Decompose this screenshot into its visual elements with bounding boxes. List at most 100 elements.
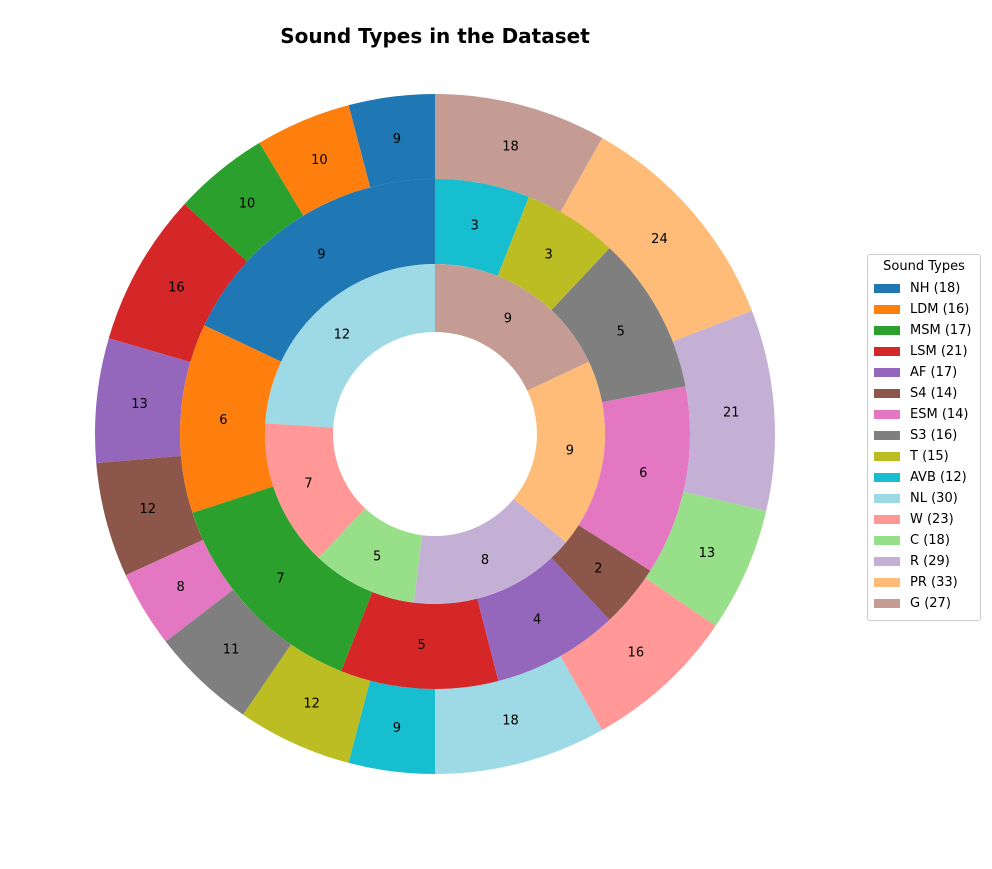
wedge-label-outer-lsm: 16 — [168, 280, 185, 295]
legend-item-nl: NL (30) — [868, 488, 980, 509]
legend-label: PR (33) — [910, 575, 958, 590]
wedge-label-outer-g: 18 — [502, 139, 519, 154]
wedge-label-middle-avb: 3 — [471, 218, 479, 233]
wedge-label-inner-c: 5 — [373, 550, 381, 565]
wedge-outer-ldm — [259, 105, 371, 216]
legend-swatch — [874, 410, 900, 419]
legend-label: LSM (21) — [910, 344, 968, 359]
legend-item-lsm: LSM (21) — [868, 341, 980, 362]
wedge-outer-pr — [560, 137, 752, 342]
wedge-label-outer-s3: 11 — [223, 642, 240, 657]
wedge-middle-lsm — [341, 592, 499, 689]
legend-item-s3: S3 (16) — [868, 425, 980, 446]
wedge-label-outer-t: 12 — [303, 697, 320, 712]
wedge-outer-s4 — [96, 455, 204, 576]
wedge-label-outer-pr: 24 — [651, 232, 668, 247]
wedge-middle-s4 — [551, 525, 651, 620]
legend-item-ldm: LDM (16) — [868, 299, 980, 320]
legend-swatch — [874, 515, 900, 524]
wedge-outer-g — [435, 94, 603, 212]
legend-item-w: W (23) — [868, 509, 980, 530]
wedge-label-outer-msm: 10 — [239, 197, 256, 212]
wedge-middle-s3 — [551, 248, 686, 403]
legend-swatch — [874, 305, 900, 314]
wedge-middle-af — [477, 557, 610, 681]
legend-item-s4: S4 (14) — [868, 383, 980, 404]
legend-label: R (29) — [910, 554, 950, 569]
wedge-label-inner-g: 9 — [504, 312, 512, 327]
wedge-label-middle-s4: 2 — [594, 562, 602, 577]
wedge-inner-g — [435, 264, 589, 391]
wedge-label-outer-nl: 18 — [502, 714, 519, 729]
wedge-inner-w — [265, 423, 366, 558]
chart-title: Sound Types in the Dataset — [280, 24, 590, 48]
wedge-label-outer-r: 21 — [723, 405, 740, 420]
wedge-label-middle-lsm: 5 — [418, 638, 426, 653]
wedge-label-middle-t: 3 — [544, 248, 552, 263]
wedge-inner-pr — [513, 361, 605, 543]
wedge-inner-nl — [265, 264, 435, 428]
wedge-label-middle-ldm: 6 — [219, 413, 227, 428]
wedge-label-outer-w: 16 — [628, 645, 645, 660]
wedge-outer-w — [560, 577, 716, 731]
legend-swatch — [874, 473, 900, 482]
legend-item-esm: ESM (14) — [868, 404, 980, 425]
legend-swatch — [874, 389, 900, 398]
legend-label: AF (17) — [910, 365, 958, 380]
legend-item-pr: PR (33) — [868, 572, 980, 593]
legend-item-avb: AVB (12) — [868, 467, 980, 488]
wedge-middle-avb — [435, 179, 529, 276]
legend-swatch — [874, 452, 900, 461]
legend-label: W (23) — [910, 512, 954, 527]
wedge-label-inner-pr: 9 — [566, 444, 574, 459]
wedge-label-inner-w: 7 — [304, 477, 312, 492]
legend-label: ESM (14) — [910, 407, 969, 422]
legend-item-af: AF (17) — [868, 362, 980, 383]
wedge-label-outer-ldm: 10 — [311, 153, 328, 168]
legend-item-r: R (29) — [868, 551, 980, 572]
wedge-outer-s3 — [165, 589, 292, 715]
wedge-label-middle-esm: 6 — [639, 466, 647, 481]
wedge-label-outer-nh: 9 — [393, 132, 401, 147]
wedge-label-outer-c: 13 — [699, 546, 716, 561]
wedge-inner-c — [318, 508, 423, 603]
legend-label: C (18) — [910, 533, 950, 548]
legend-swatch — [874, 431, 900, 440]
legend-label: S4 (14) — [910, 386, 958, 401]
wedge-middle-msm — [192, 486, 373, 672]
legend-label: G (27) — [910, 596, 951, 611]
legend-swatch — [874, 347, 900, 356]
wedge-label-outer-esm: 8 — [177, 580, 185, 595]
wedge-label-inner-r: 8 — [481, 553, 489, 568]
legend-label: LDM (16) — [910, 302, 970, 317]
legend-item-c: C (18) — [868, 530, 980, 551]
wedge-outer-t — [243, 644, 371, 763]
legend-label: T (15) — [910, 449, 949, 464]
wedge-outer-msm — [184, 142, 304, 262]
wedge-outer-r — [672, 310, 776, 512]
wedge-outer-esm — [125, 539, 234, 642]
wedge-outer-nl — [435, 656, 603, 774]
legend-label: AVB (12) — [910, 470, 967, 485]
legend-item-t: T (15) — [868, 446, 980, 467]
legend-swatch — [874, 326, 900, 335]
legend: Sound Types NH (18) LDM (16) MSM (17) LSM (… — [867, 254, 981, 621]
wedge-middle-t — [497, 196, 610, 311]
wedge-label-middle-s3: 5 — [617, 324, 625, 339]
wedge-middle-ldm — [180, 325, 282, 513]
legend-label: MSM (17) — [910, 323, 972, 338]
legend-label: NL (30) — [910, 491, 958, 506]
wedge-label-outer-af: 13 — [131, 397, 148, 412]
legend-item-msm: MSM (17) — [868, 320, 980, 341]
wedge-labels: 9 10 10 16 13 12 8 11 12 9 18 16 13 21 24 18 9 6 7 5 4 2 6 5 3 3 1… — [131, 132, 739, 736]
legend-swatch — [874, 578, 900, 587]
legend-title: Sound Types — [883, 259, 965, 274]
wedge-label-inner-nl: 12 — [334, 327, 351, 342]
wedge-outer-c — [645, 491, 767, 626]
wedge-label-middle-af: 4 — [533, 612, 541, 627]
wedge-label-outer-avb: 9 — [393, 721, 401, 736]
wedge-middle-nh — [204, 179, 435, 362]
legend-swatch — [874, 284, 900, 293]
wedge-label-outer-s4: 12 — [139, 502, 156, 517]
